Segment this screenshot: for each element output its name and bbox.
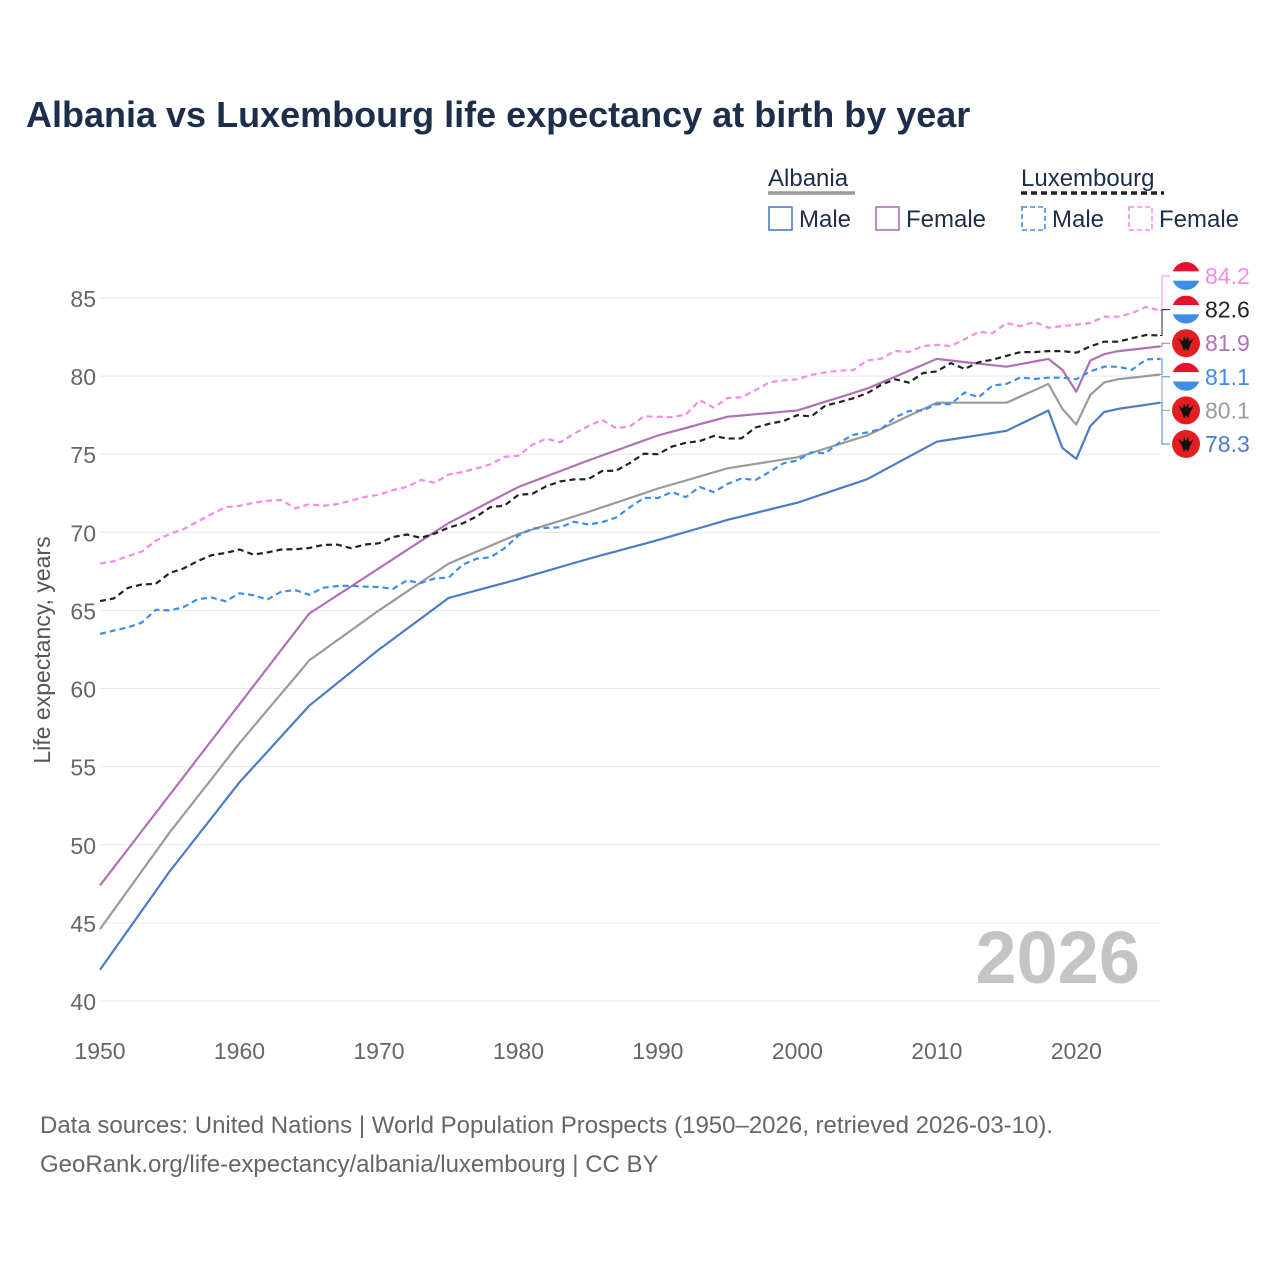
flag-stripe-red <box>1172 262 1200 272</box>
y-tick-label: 75 <box>70 442 96 468</box>
double-eagle-emblem <box>1178 437 1194 452</box>
end-label-value: 84.2 <box>1205 263 1250 289</box>
albania-flag-icon <box>1172 329 1200 358</box>
legend-swatch-luxembourg-male[interactable] <box>1021 206 1046 231</box>
line-luxembourg-total <box>99 333 1161 603</box>
legend-swatch-luxembourg-female[interactable] <box>1128 206 1153 231</box>
flag-stripe-white <box>1172 271 1200 281</box>
end-label-value: 80.1 <box>1205 397 1250 423</box>
x-tick-label: 1990 <box>632 1038 683 1064</box>
luxembourg-flag-icon <box>1172 262 1200 290</box>
albania-flag-icon <box>1172 430 1200 458</box>
x-tick-label: 1960 <box>214 1038 265 1064</box>
line-albania-total <box>99 373 1161 930</box>
end-label-connector <box>1160 358 1170 378</box>
flag-stripe-white <box>1172 305 1200 315</box>
end-label-value: 82.6 <box>1205 297 1250 323</box>
line-luxembourg-female <box>99 305 1161 565</box>
albania-flag-icon <box>1172 396 1200 425</box>
legend-label-albania-female: Female <box>906 206 986 233</box>
flag-stripe-blue <box>1172 280 1200 290</box>
end-label-brackets <box>1160 275 1170 445</box>
series-lines <box>99 305 1161 971</box>
end-label-connector <box>1160 309 1170 336</box>
x-tick-label: 1970 <box>353 1038 404 1064</box>
chart-title: Albania vs Luxembourg life expectancy at… <box>26 94 971 135</box>
end-label-value: 78.3 <box>1205 431 1250 457</box>
line-albania-male <box>99 401 1161 971</box>
y-axis-label: Life expectancy, years <box>29 536 55 763</box>
y-tick-label: 65 <box>70 598 96 624</box>
x-tick-label: 1980 <box>493 1038 544 1064</box>
legend-group-albania: Albania <box>768 165 849 192</box>
source-line-2[interactable]: GeoRank.org/life-expectancy/albania/luxe… <box>40 1151 659 1178</box>
y-tick-label: 60 <box>70 677 96 703</box>
legend-label-albania-male: Male <box>799 206 851 233</box>
legend-group-luxembourg: Luxembourg <box>1021 165 1154 192</box>
flag-stripe-red <box>1172 362 1200 373</box>
y-tick-label: 85 <box>70 286 96 312</box>
luxembourg-flag-icon <box>1172 362 1200 391</box>
chart: 40 45 50 55 60 65 70 75 80 85 1950 1960 1970 1980 1990… <box>29 165 1250 1064</box>
y-tick-label: 50 <box>70 833 96 859</box>
flag-stripe-white <box>1172 372 1200 382</box>
end-label-luxembourg-total: 82.6 <box>1172 295 1250 324</box>
source-line-1: Data sources: United Nations | World Pop… <box>40 1112 1054 1139</box>
flag-stripe-red <box>1172 295 1200 305</box>
legend-label-luxembourg-female: Female <box>1159 206 1239 233</box>
y-tick-label: 55 <box>70 755 96 781</box>
year-watermark: 2026 <box>975 916 1140 999</box>
x-tick-label: 2010 <box>911 1038 962 1064</box>
end-label-connector <box>1160 275 1170 311</box>
flag-stripe-blue <box>1172 381 1200 391</box>
legend-swatch-albania-male[interactable] <box>768 206 793 231</box>
end-label-connector <box>1160 402 1170 445</box>
x-tick-label: 2000 <box>772 1038 823 1064</box>
double-eagle-emblem <box>1178 403 1194 419</box>
end-label-value: 81.9 <box>1205 330 1250 356</box>
legend-swatch-albania-female[interactable] <box>875 206 900 231</box>
y-tick-label: 70 <box>70 520 96 546</box>
y-tick-label: 40 <box>70 989 96 1015</box>
end-label-connector <box>1160 374 1170 411</box>
gridlines <box>100 297 1160 1002</box>
end-label-albania-male: 78.3 <box>1172 430 1250 458</box>
data-source: Data sources: United Nations | World Pop… <box>40 1106 1053 1184</box>
end-label-albania-total: 80.1 <box>1172 396 1250 425</box>
x-tick-label: 2020 <box>1051 1038 1102 1064</box>
end-label-value: 81.1 <box>1205 364 1250 390</box>
line-luxembourg-male <box>99 357 1161 635</box>
line-albania-female <box>99 345 1161 887</box>
luxembourg-flag-icon <box>1172 295 1200 324</box>
end-label-connector <box>1160 342 1170 347</box>
double-eagle-emblem <box>1178 336 1194 352</box>
y-tick-label: 80 <box>70 364 96 390</box>
flag-stripe-blue <box>1172 314 1200 324</box>
end-label-luxembourg-male: 81.1 <box>1172 362 1250 391</box>
end-label-luxembourg-female: 84.2 <box>1172 262 1250 290</box>
x-tick-label: 1950 <box>74 1038 125 1064</box>
y-tick-label: 45 <box>70 911 96 937</box>
end-label-albania-female: 81.9 <box>1172 329 1250 358</box>
legend-label-luxembourg-male: Male <box>1052 206 1104 233</box>
